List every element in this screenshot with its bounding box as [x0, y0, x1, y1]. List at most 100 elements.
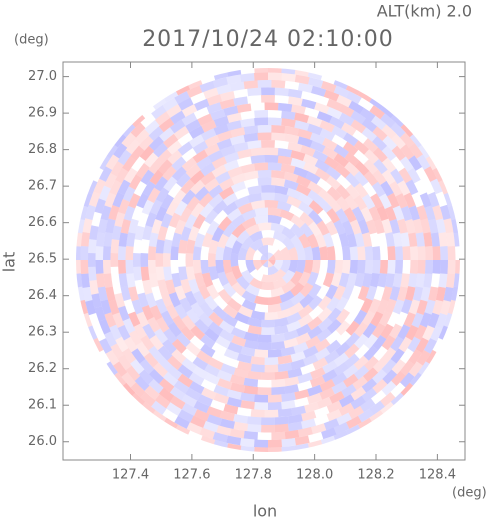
echo-cell: [290, 223, 305, 238]
echo-cell: [118, 246, 127, 260]
echo-cell: [215, 260, 225, 274]
echo-cell: [155, 298, 168, 314]
echo-cell: [226, 112, 242, 123]
echo-cell: [135, 162, 150, 179]
echo-cell: [287, 141, 303, 153]
echo-cell: [341, 260, 351, 274]
echo-cell: [306, 271, 319, 287]
echo-cell: [192, 140, 209, 155]
echo-cell: [201, 387, 217, 400]
echo-cell: [321, 427, 337, 440]
echo-cell: [162, 165, 177, 181]
echo-cell: [166, 104, 182, 118]
echo-cell: [194, 98, 210, 111]
echo-cell: [291, 104, 306, 115]
echo-cell: [171, 156, 187, 172]
echo-cell: [390, 168, 404, 185]
echo-cell: [389, 286, 401, 302]
echo-cell: [257, 341, 272, 351]
echo-cell: [359, 398, 376, 413]
echo-cell: [206, 284, 220, 300]
echo-cell: [343, 297, 357, 313]
echo-cell: [345, 320, 360, 336]
echo-cell: [341, 284, 354, 300]
echo-cell: [160, 291, 173, 308]
echo-cell: [319, 128, 336, 141]
echo-cell: [123, 336, 138, 353]
echo-cell: [281, 392, 296, 402]
echo-cell: [244, 339, 259, 350]
echo-cell: [387, 245, 396, 260]
echo-cell: [122, 156, 137, 172]
echo-cell: [407, 336, 421, 353]
echo-cell: [372, 378, 388, 394]
echo-cell: [201, 272, 214, 288]
echo-cell: [250, 409, 265, 418]
echo-cell: [323, 418, 340, 431]
echo-cell: [336, 330, 352, 346]
echo-cell: [139, 145, 155, 162]
echo-cell: [85, 204, 96, 220]
echo-cell: [76, 273, 83, 288]
echo-cell: [344, 152, 360, 167]
echo-cell: [170, 260, 179, 274]
echo-cell: [338, 402, 355, 416]
echo-cell: [142, 279, 153, 295]
echo-cell: [346, 91, 362, 105]
echo-cell: [272, 238, 287, 252]
echo-cell: [329, 390, 345, 404]
echo-cell: [372, 335, 387, 351]
echo-cell: [167, 149, 183, 165]
echo-cell: [151, 95, 167, 110]
echo-cell: [200, 171, 216, 186]
echo-cell: [319, 379, 336, 392]
echo-cell: [216, 138, 233, 151]
echo-cell: [240, 236, 254, 251]
echo-cell: [284, 80, 300, 91]
echo-cell: [254, 68, 268, 73]
echo-cell: [304, 107, 320, 119]
echo-cell: [181, 348, 197, 363]
echo-cell: [115, 167, 129, 184]
echo-cell: [113, 143, 128, 159]
echo-cell: [171, 166, 187, 182]
echo-cell: [110, 161, 124, 177]
echo-cell: [271, 125, 286, 134]
echo-cell: [377, 232, 388, 247]
echo-cell: [123, 167, 138, 184]
echo-cell: [180, 325, 195, 341]
echo-cell: [148, 378, 164, 394]
y-tick-label: 26.1: [28, 398, 57, 413]
echo-cell: [341, 384, 357, 398]
echo-cell: [409, 132, 425, 148]
echo-cell: [260, 254, 268, 260]
echo-cell: [103, 273, 113, 288]
echo-cell: [177, 141, 193, 156]
echo-cell: [326, 260, 336, 275]
echo-cell: [384, 205, 397, 222]
echo-cell: [162, 339, 177, 355]
echo-cell: [277, 408, 293, 418]
echo-cell: [240, 445, 255, 452]
echo-cell: [318, 188, 333, 203]
echo-cell: [220, 145, 236, 157]
echo-cell: [314, 102, 330, 114]
echo-cell: [364, 149, 379, 164]
echo-cell: [219, 329, 235, 343]
echo-cell: [335, 341, 351, 357]
echo-cell: [105, 218, 116, 234]
echo-cell: [358, 97, 374, 112]
echo-cell: [257, 125, 272, 133]
echo-cell: [204, 134, 220, 148]
echo-cell: [188, 226, 200, 242]
echo-cell: [407, 167, 421, 184]
echo-cell: [395, 193, 408, 209]
echo-cell: [99, 338, 113, 354]
echo-cell: [147, 317, 161, 333]
echo-cell: [277, 200, 292, 212]
echo-cell: [133, 253, 141, 267]
echo-cell: [349, 246, 358, 260]
echo-cell: [243, 132, 259, 143]
echo-cell: [353, 309, 368, 325]
echo-cell: [349, 219, 362, 235]
